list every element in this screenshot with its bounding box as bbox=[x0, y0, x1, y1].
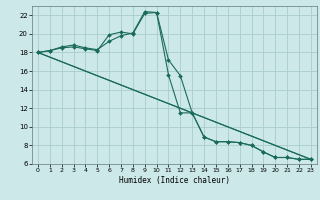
X-axis label: Humidex (Indice chaleur): Humidex (Indice chaleur) bbox=[119, 176, 230, 185]
